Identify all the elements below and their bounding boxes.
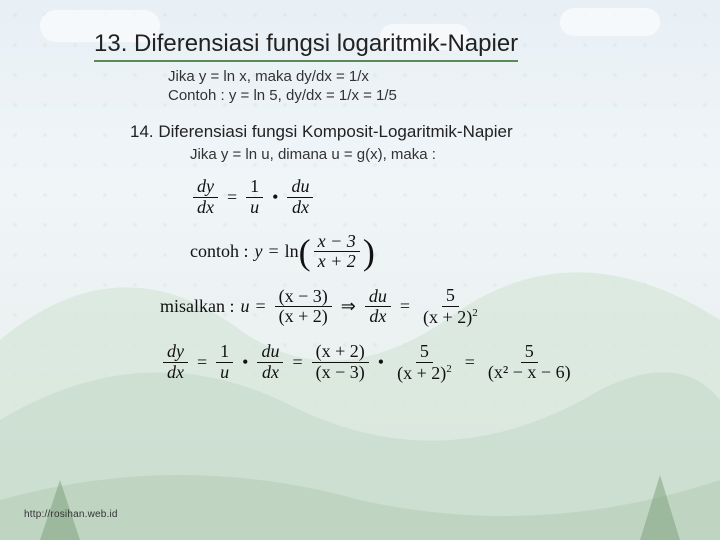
formula-1: dydx = 1u • dudx [190, 177, 670, 218]
body-line-1: Jika y = ln x, maka dy/dx = 1/x [168, 68, 670, 85]
formula-4: dydx = 1u • dudx = (x + 2)(x − 3) • 5 (x… [160, 342, 670, 384]
slide-title: 13. Diferensiasi fungsi logaritmik-Napie… [94, 30, 518, 62]
formula-2: contoh : y = ln ( x − 3x + 2 ) [190, 232, 670, 273]
body-line-2: Contoh : y = ln 5, dy/dx = 1/x = 1/5 [168, 87, 670, 104]
body-subline: Jika y = ln u, dimana u = g(x), maka : [190, 146, 670, 163]
formula-3: misalkan : u = (x − 3)(x + 2) ⇒ dudx = 5… [160, 286, 670, 328]
slide-subtitle: 14. Diferensiasi fungsi Komposit-Logarit… [130, 122, 670, 142]
footer-url: http://rosihan.web.id [24, 509, 118, 520]
